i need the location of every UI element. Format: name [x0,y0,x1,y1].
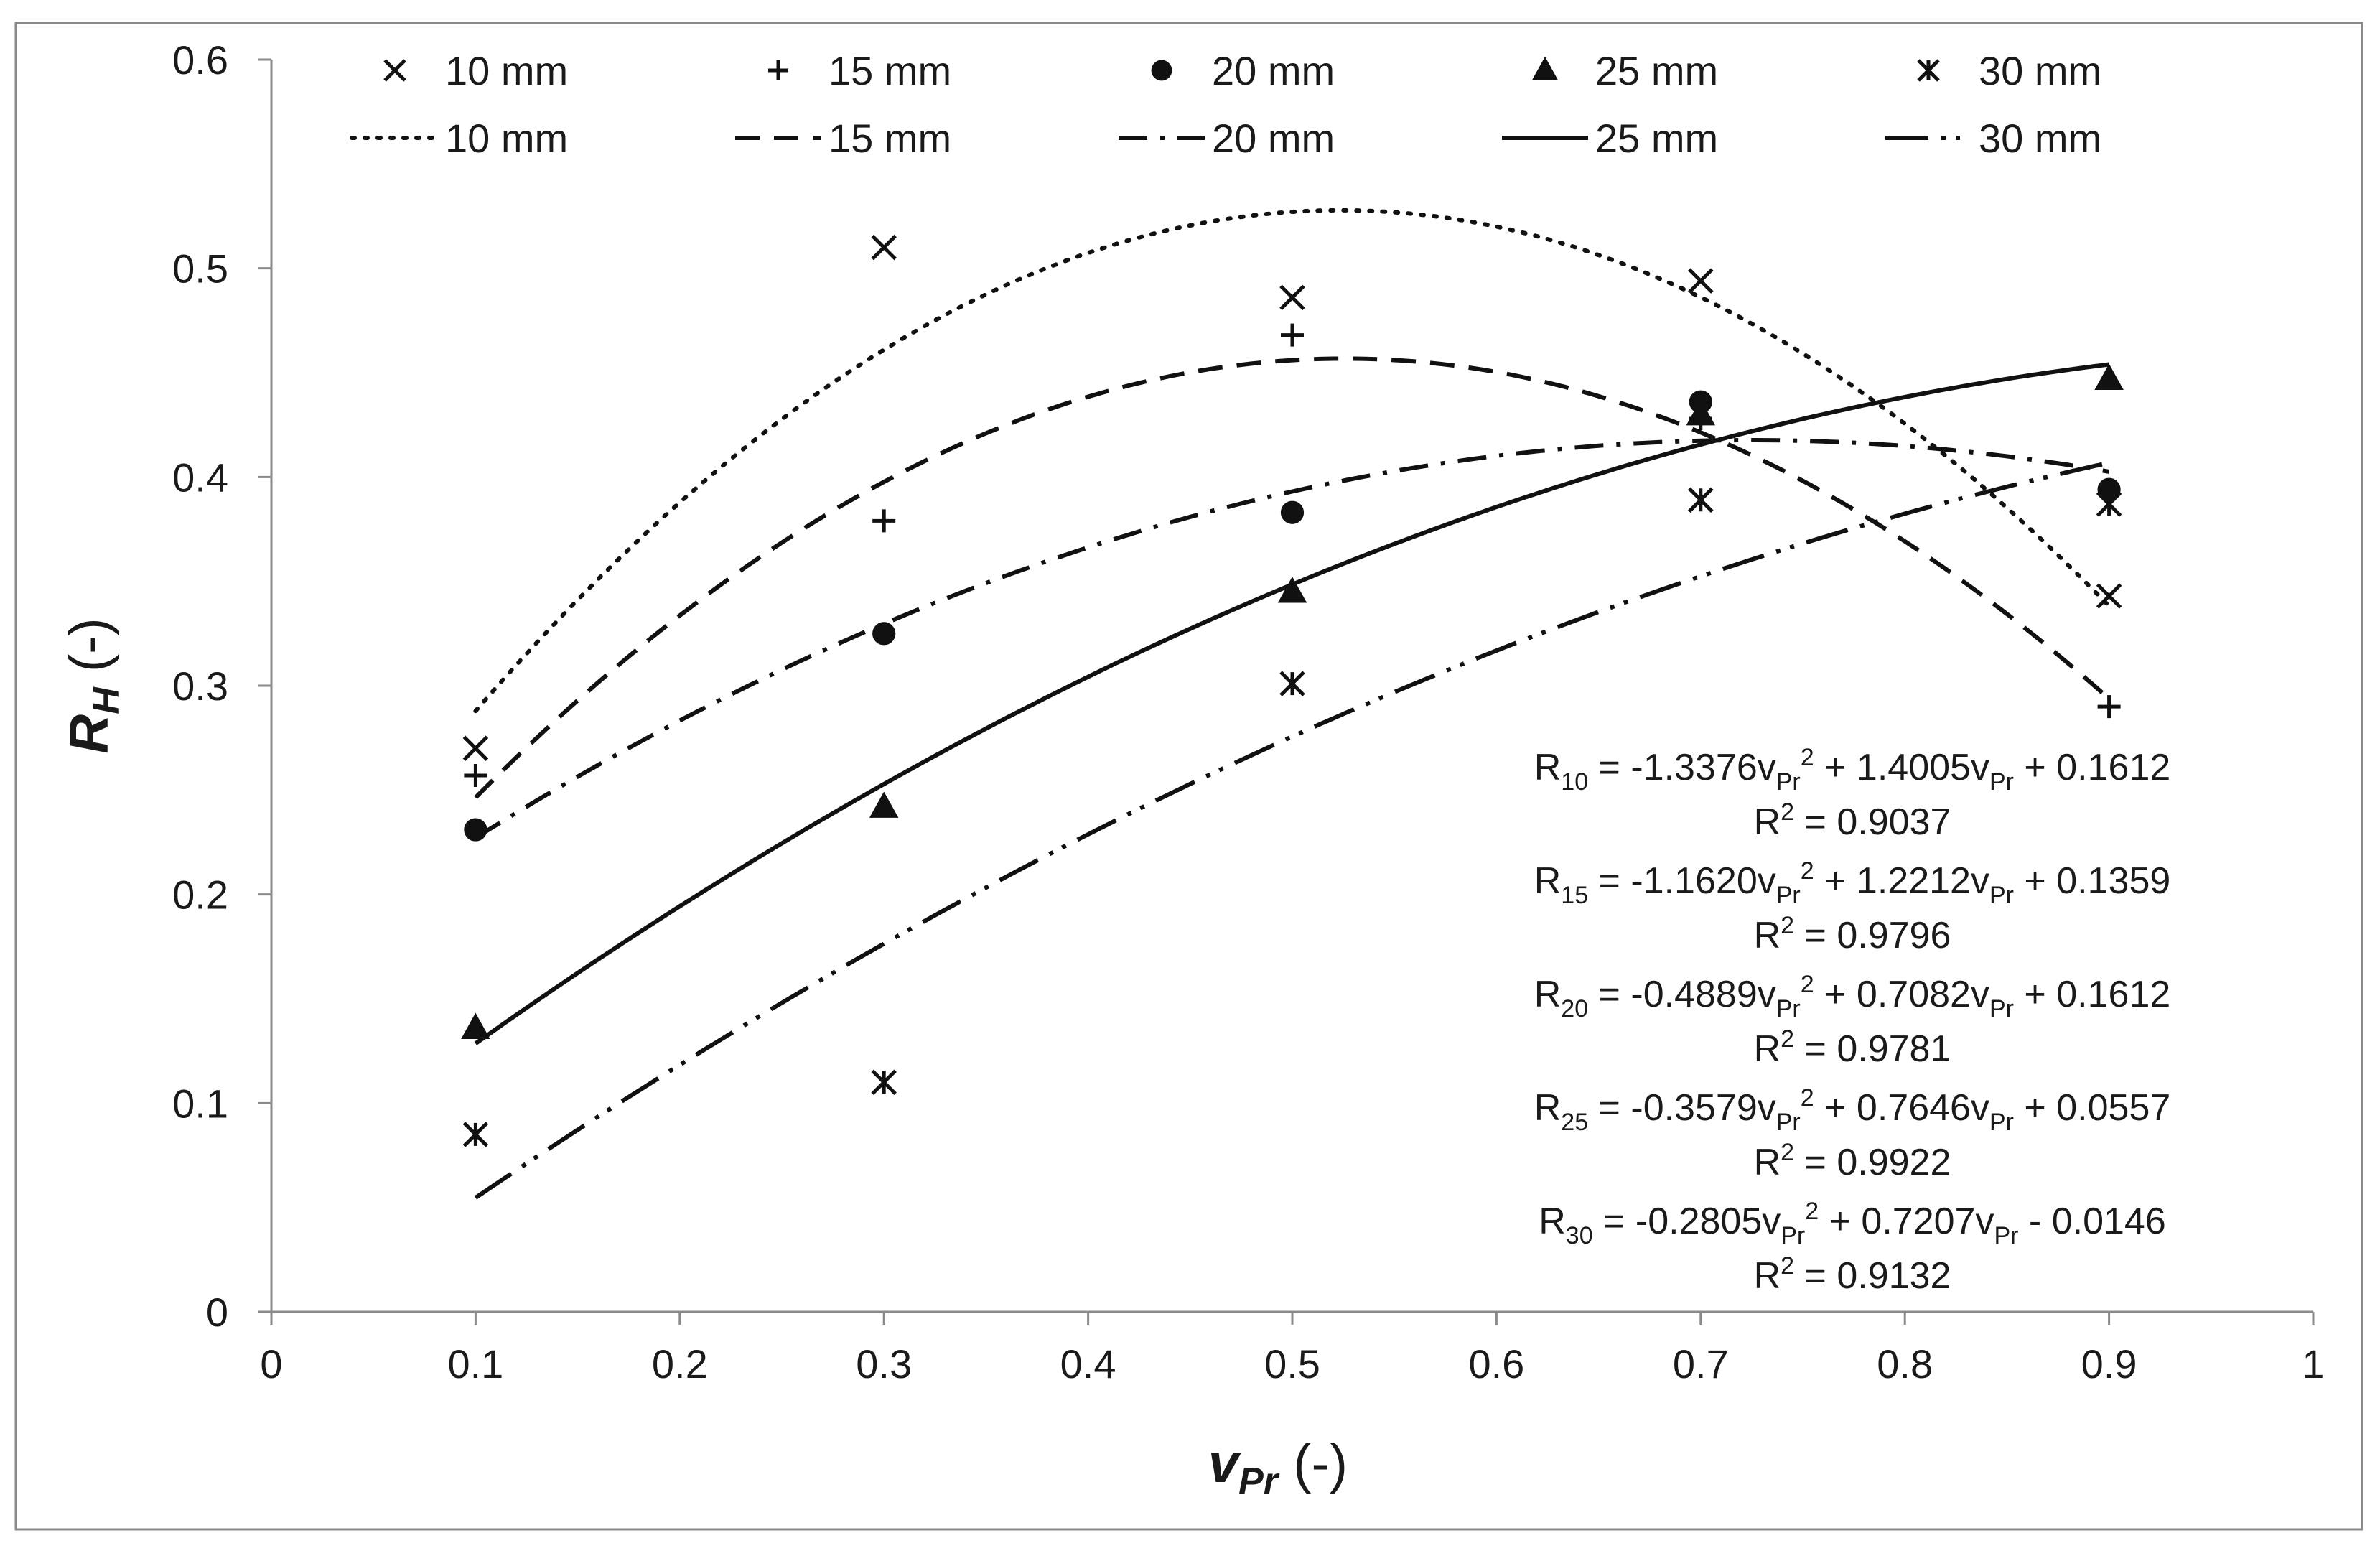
point-15mm-1 [872,509,896,533]
point-25mm-0 [461,1012,490,1039]
y-tick-label: 0.5 [172,246,228,292]
fit-r-squared: R2 = 0.9037 [1754,798,1951,843]
x-tick-label: 0.9 [2081,1341,2137,1387]
chart-frame [14,22,2363,1531]
point-25mm-1 [869,791,899,818]
point-20mm-2 [1280,500,1305,524]
legend-label: 30 mm [1979,116,2101,161]
legend-label: 20 mm [1212,48,1335,93]
x-tick-label: 0.2 [652,1341,708,1387]
legend-label: 25 mm [1595,48,1718,93]
x-tick-label: 0.1 [447,1341,503,1387]
fit-r-squared: R2 = 0.9796 [1754,912,1951,956]
x-tick-label: 0.6 [1468,1341,1524,1387]
legend-marker-15mm [768,60,788,80]
x-tick-label: 0.7 [1673,1341,1729,1387]
y-tick-label: 0.4 [172,455,228,500]
legend-label: 25 mm [1595,116,1718,161]
point-10mm-4 [2096,583,2122,609]
x-axis-title: vPr (-) [1208,1433,1348,1502]
point-10mm-3 [1688,268,1714,294]
x-tick-label: 0.5 [1264,1341,1320,1387]
x-tick-label: 0 [260,1341,282,1387]
point-30mm-4 [2096,491,2122,517]
point-25mm-3 [1686,399,1716,426]
point-10mm-0 [462,735,489,761]
legend-marker-30mm [1917,59,1940,82]
trend-line-15mm [474,356,2111,799]
data-markers [461,234,2124,1147]
y-tick-label: 0.3 [172,663,228,709]
legend-label: 10 mm [445,48,568,93]
x-tick-label: 0.8 [1877,1341,1933,1387]
fit-r-squared: R2 = 0.9132 [1754,1252,1951,1297]
y-tick-label: 0.6 [172,37,228,83]
point-15mm-0 [464,763,487,787]
y-axis-title: RH (-) [59,618,128,754]
fit-equation: R25 = -0.3579vPr2 + 0.7646vPr + 0.0557 [1534,1084,2171,1136]
point-10mm-1 [871,234,897,261]
point-25mm-4 [2094,363,2124,391]
x-tick-label: 0.3 [856,1341,912,1387]
legend: 10 mm 10 mm 15 mm 15 mm 20 mm 20 mm 25 mm 25 mm… [350,48,2101,161]
legend-label: 15 mm [829,48,951,93]
point-30mm-1 [871,1069,897,1096]
fit-equations: R10 = -1.3376vPr2 + 1.4005vPr + 0.1612R2… [1534,744,2171,1297]
fit-equation: R15 = -1.1620vPr2 + 1.2212vPr + 0.1359 [1534,857,2171,909]
point-10mm-2 [1279,284,1305,311]
point-30mm-3 [1688,487,1714,513]
trend-line-20mm [474,438,2110,840]
legend-label: 20 mm [1212,116,1335,161]
x-tick-label: 1 [2302,1341,2324,1387]
fit-equation: R20 = -0.4889vPr2 + 0.7082vPr + 0.1612 [1534,971,2171,1022]
point-25mm-2 [1277,577,1307,603]
point-20mm-1 [872,622,896,646]
legend-marker-10mm [383,59,406,82]
point-15mm-2 [1281,323,1304,347]
trend-line-30mm [474,460,2110,1200]
fit-r-squared: R2 = 0.9781 [1754,1025,1951,1070]
point-30mm-2 [1279,671,1305,696]
y-tick-label: 0 [206,1290,228,1335]
y-tick-label: 0.2 [172,872,228,918]
fit-equation: R10 = -1.3376vPr2 + 1.4005vPr + 0.1612 [1534,744,2171,796]
point-15mm-4 [2097,695,2121,719]
fit-r-squared: R2 = 0.9922 [1754,1139,1951,1183]
legend-marker-25mm [1531,56,1559,80]
trend-line-10mm [473,208,2111,714]
axes: 0 0.1 0.2 0.3 0.4 0.5 0.6 0 0.1 0.2 0.3 0.4 0.5 0.6 0.… [172,37,2324,1387]
fit-equation: R30 = -0.2805vPr2 + 0.7207vPr - 0.0146 [1539,1198,2166,1249]
legend-label: 15 mm [829,116,951,161]
legend-marker-20mm [1151,60,1172,81]
point-30mm-0 [462,1122,489,1147]
y-tick-label: 0.1 [172,1081,228,1126]
point-20mm-0 [464,818,487,842]
legend-label: 10 mm [445,116,568,161]
x-tick-label: 0.4 [1060,1341,1116,1387]
legend-label: 30 mm [1979,48,2101,93]
